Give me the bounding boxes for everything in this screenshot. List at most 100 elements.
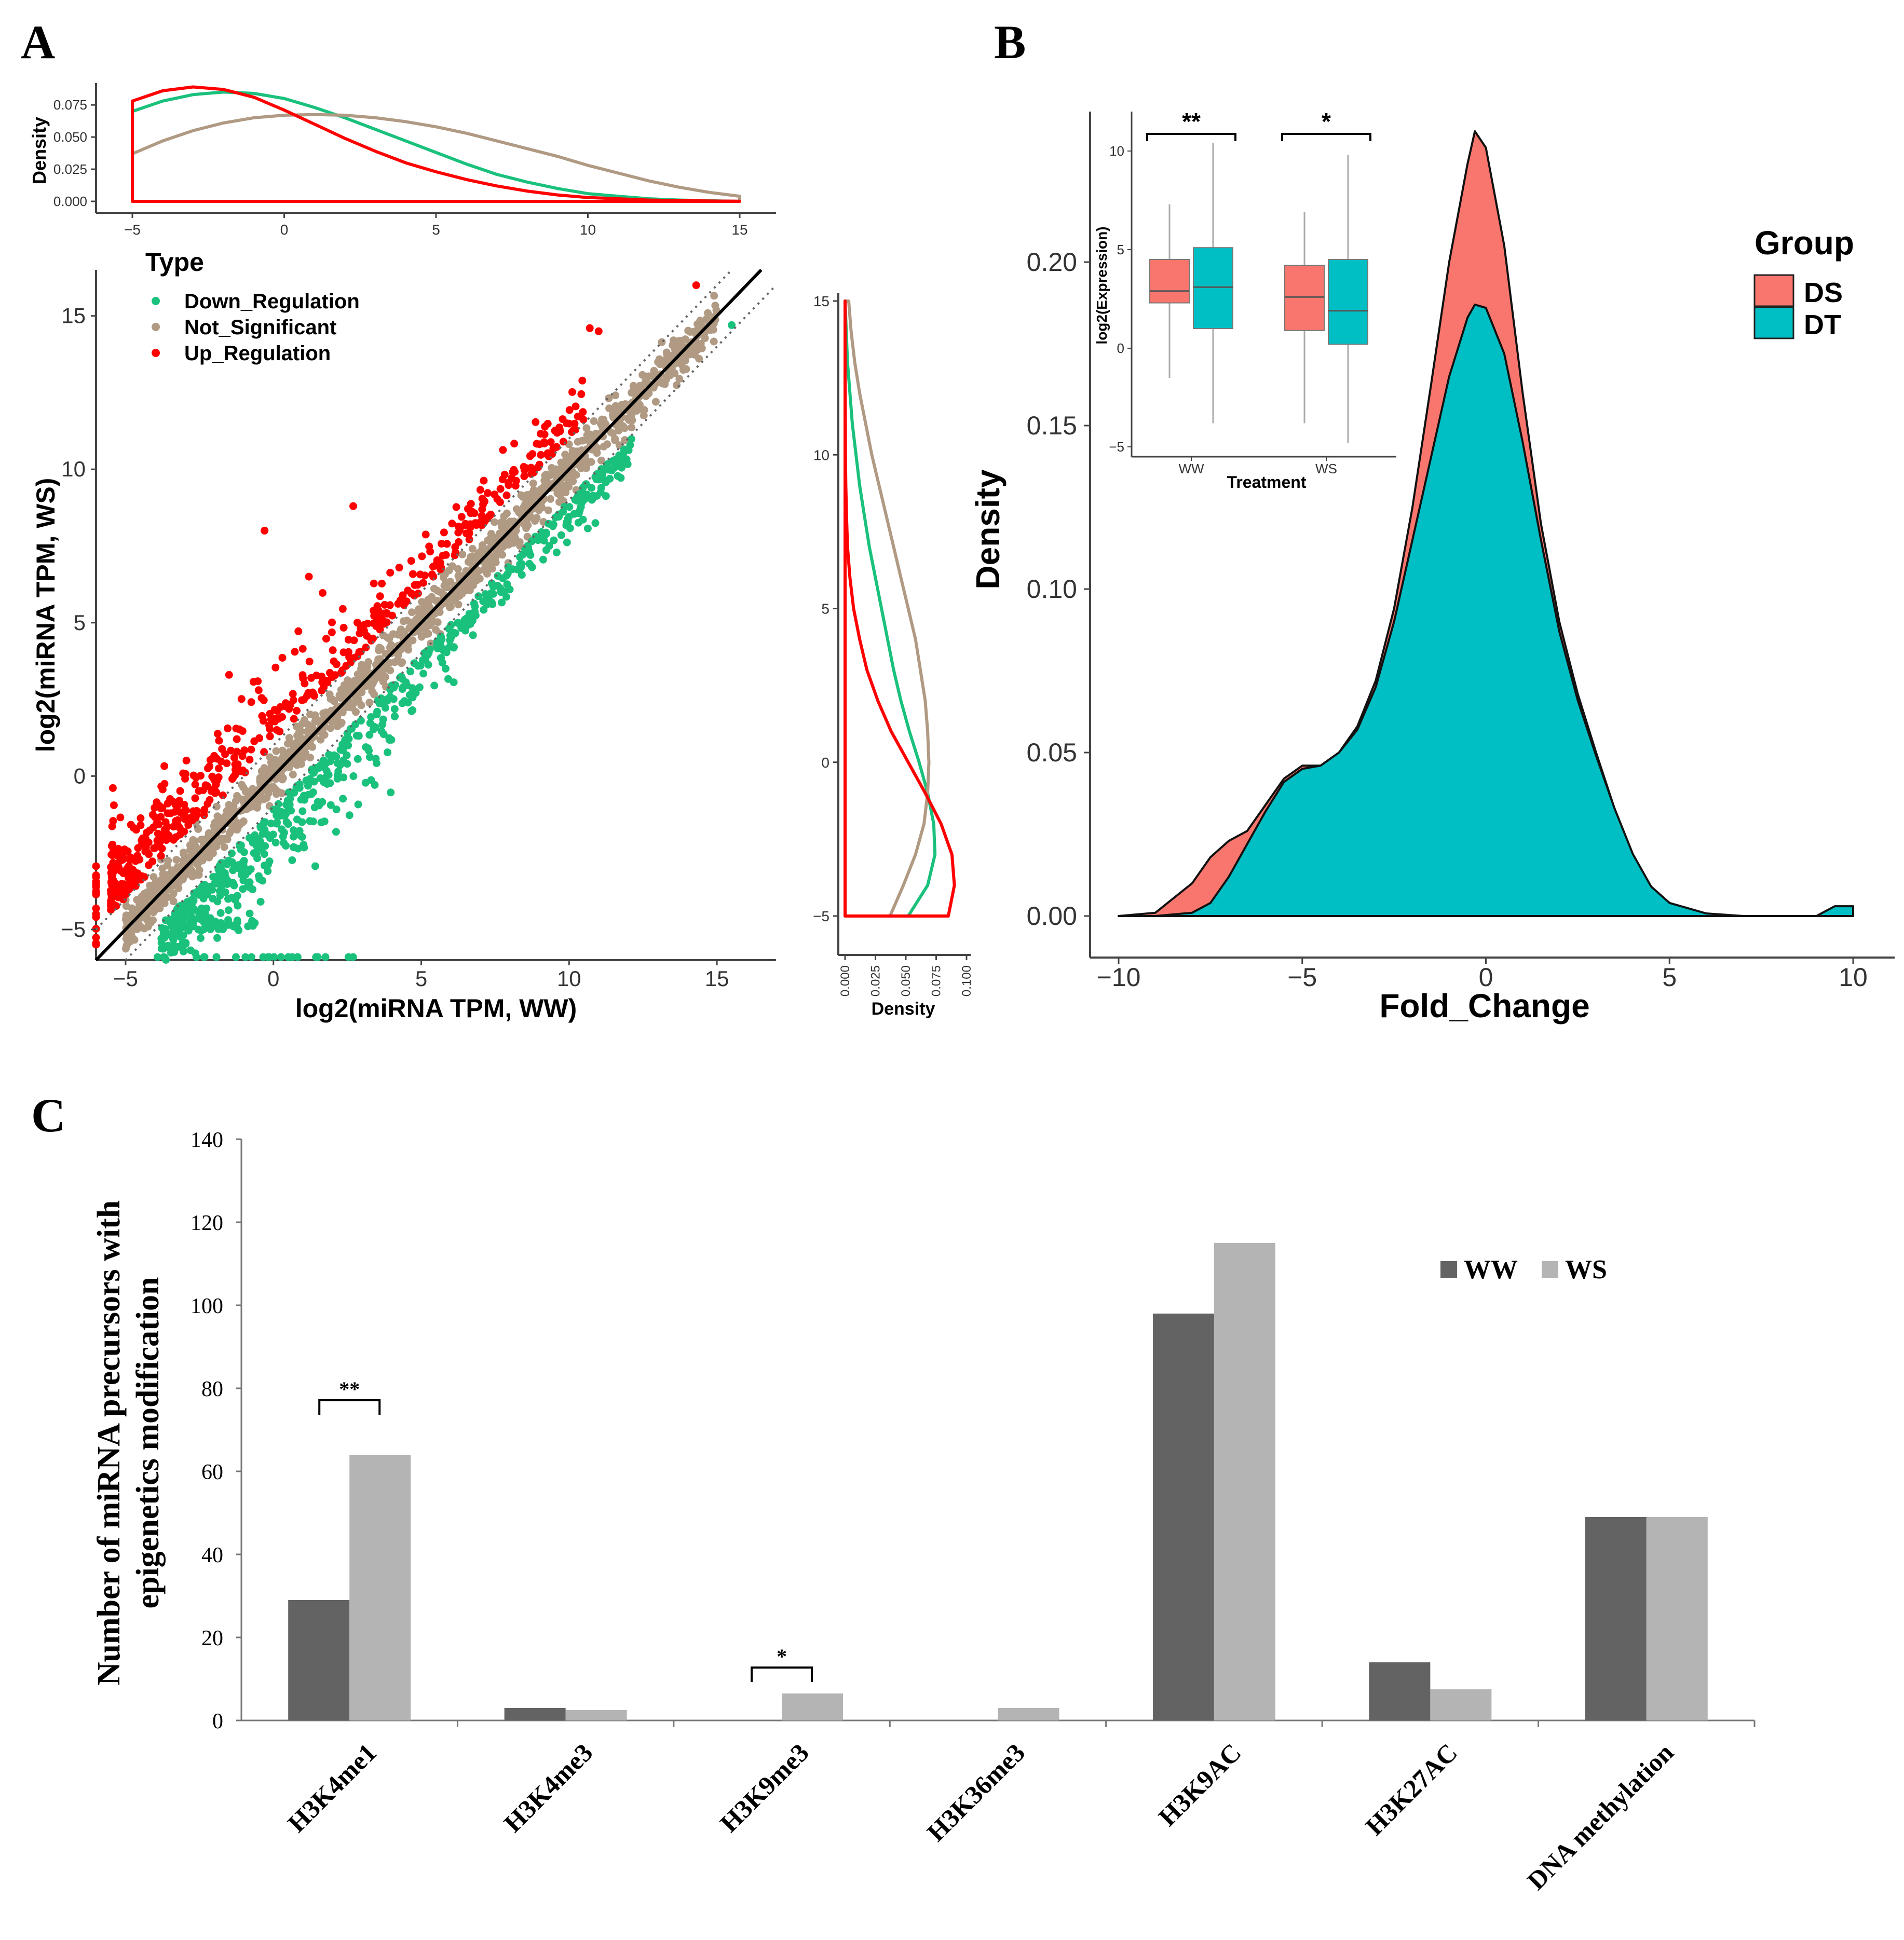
scatter-point-not-significant bbox=[220, 843, 228, 851]
scatter-point-up-regulation bbox=[312, 672, 321, 679]
scatter-point-down-regulation bbox=[246, 909, 254, 918]
scatter-point-down-regulation bbox=[223, 860, 232, 868]
scatter-point-up-regulation bbox=[127, 821, 135, 829]
scatter-point-not-significant bbox=[605, 404, 614, 413]
scatter-point-down-regulation bbox=[327, 801, 335, 809]
scatter-point-not-significant bbox=[198, 856, 207, 865]
top-density-curve-up-regulation bbox=[131, 85, 741, 203]
scatter-point-up-regulation bbox=[565, 406, 574, 414]
scatter-point-down-regulation bbox=[290, 843, 298, 852]
scatter-point-down-regulation bbox=[437, 654, 445, 662]
scatter-point-up-regulation bbox=[559, 415, 567, 423]
scatter-point-not-significant bbox=[424, 620, 432, 629]
scatter-point-down-regulation bbox=[274, 800, 282, 808]
scatter-point-down-regulation bbox=[377, 727, 386, 735]
scatter-point-not-significant bbox=[676, 337, 684, 345]
scatter-point-up-regulation bbox=[164, 809, 172, 817]
scatter-point-down-regulation bbox=[326, 757, 334, 766]
top-density-xtick-label: 5 bbox=[432, 222, 440, 238]
scatter-point-up-regulation bbox=[323, 678, 332, 687]
scatter-point-up-regulation bbox=[120, 845, 129, 854]
scatter-point-down-regulation bbox=[249, 922, 257, 930]
scatter-point-up-regulation bbox=[157, 852, 165, 860]
scatter-point-up-regulation bbox=[266, 709, 274, 718]
panel-b-density: 0.00 0.05 0.10 0.15 0.20 −10 −5 0 5 10 Fold_Chan… bbox=[969, 108, 1895, 1024]
scatter-point-up-regulation bbox=[407, 590, 416, 598]
scatter-point-up-regulation bbox=[344, 636, 352, 644]
scatter-point-not-significant bbox=[454, 600, 463, 609]
scatter-point-up-regulation bbox=[304, 689, 312, 697]
scatter-point-down-regulation bbox=[593, 492, 601, 500]
scatter-point-up-regulation bbox=[414, 581, 422, 589]
b-xtick-label: −5 bbox=[1287, 963, 1317, 992]
scatter-ytick-label: 5 bbox=[74, 610, 86, 635]
scatter-point-up-regulation bbox=[200, 811, 208, 819]
scatter-point-down-regulation bbox=[173, 905, 181, 913]
scatter-point-not-significant bbox=[506, 517, 514, 526]
scatter-point-up-regulation bbox=[594, 327, 603, 335]
scatter-point-not-significant bbox=[440, 582, 448, 590]
scatter-point-down-regulation bbox=[349, 772, 358, 780]
c-bar-ws bbox=[565, 1710, 627, 1720]
panel-a-label: A bbox=[21, 16, 55, 69]
scatter-point-down-regulation bbox=[367, 713, 375, 721]
scatter-point-up-regulation bbox=[484, 489, 492, 497]
scatter-point-not-significant bbox=[234, 819, 242, 827]
scatter-point-down-regulation bbox=[319, 756, 328, 764]
scatter-point-not-significant bbox=[186, 865, 195, 873]
scatter-point-up-regulation bbox=[92, 904, 100, 912]
scatter-point-not-significant bbox=[311, 717, 319, 726]
scatter-point-not-significant bbox=[704, 309, 712, 317]
scatter-point-up-regulation bbox=[122, 890, 130, 898]
scatter-point-up-regulation bbox=[373, 617, 382, 625]
c-ytick-label: 20 bbox=[201, 1627, 223, 1650]
scatter-point-up-regulation bbox=[160, 826, 169, 834]
scatter-point-down-regulation bbox=[336, 746, 345, 754]
scatter-point-not-significant bbox=[418, 598, 426, 606]
inset-sig-ws: * bbox=[1322, 108, 1331, 135]
c-xtick-label: H3K27AC bbox=[1359, 1738, 1463, 1841]
b-legend-item-ds: DS bbox=[1804, 277, 1843, 308]
scatter-point-not-significant bbox=[458, 550, 467, 558]
scatter-point-not-significant bbox=[582, 424, 591, 432]
scatter-point-not-significant bbox=[198, 836, 207, 844]
scatter-point-not-significant bbox=[133, 924, 141, 932]
scatter-point-down-regulation bbox=[487, 579, 496, 588]
c-bar-ww bbox=[504, 1708, 566, 1720]
legend-item-up: Up_Regulation bbox=[184, 342, 331, 365]
scatter-point-not-significant bbox=[379, 631, 387, 639]
scatter-point-up-regulation bbox=[197, 772, 205, 780]
identity-line bbox=[94, 268, 763, 962]
inset-ytick-label: 5 bbox=[1117, 242, 1124, 257]
scatter-point-up-regulation bbox=[480, 476, 488, 485]
scatter-point-not-significant bbox=[515, 538, 524, 546]
scatter-point-down-regulation bbox=[354, 800, 362, 809]
scatter-point-not-significant bbox=[478, 541, 486, 549]
scatter-point-up-regulation bbox=[467, 500, 475, 508]
scatter-point-not-significant bbox=[376, 655, 384, 663]
scatter-point-not-significant bbox=[701, 334, 709, 343]
scatter-point-up-regulation bbox=[208, 772, 216, 781]
scatter-point-up-regulation bbox=[108, 881, 116, 889]
scatter-point-down-regulation bbox=[195, 891, 203, 899]
scatter-point-up-regulation bbox=[452, 503, 460, 511]
scatter-point-not-significant bbox=[454, 565, 462, 573]
scatter-point-up-regulation bbox=[349, 502, 357, 510]
scatter-point-down-regulation bbox=[474, 592, 483, 600]
scatter-point-up-regulation bbox=[362, 644, 370, 651]
scatter-point-not-significant bbox=[211, 839, 219, 848]
right-density-xtick-label: 0.025 bbox=[869, 965, 883, 996]
scatter-point-down-regulation bbox=[260, 850, 268, 858]
top-density-ytick-label: 0.075 bbox=[53, 97, 87, 113]
scatter-point-up-regulation bbox=[176, 787, 184, 795]
inset-sig-bracket-ww bbox=[1146, 133, 1236, 141]
scatter-point-not-significant bbox=[476, 551, 484, 558]
scatter-point-down-regulation bbox=[247, 953, 255, 961]
scatter-point-down-regulation bbox=[409, 706, 417, 714]
scatter-point-down-regulation bbox=[345, 811, 353, 819]
scatter-point-up-regulation bbox=[143, 829, 151, 837]
scatter-point-not-significant bbox=[352, 695, 361, 704]
panel-b-label: B bbox=[994, 16, 1026, 69]
scatter-point-up-regulation bbox=[437, 565, 444, 573]
scatter-point-not-significant bbox=[578, 436, 587, 445]
